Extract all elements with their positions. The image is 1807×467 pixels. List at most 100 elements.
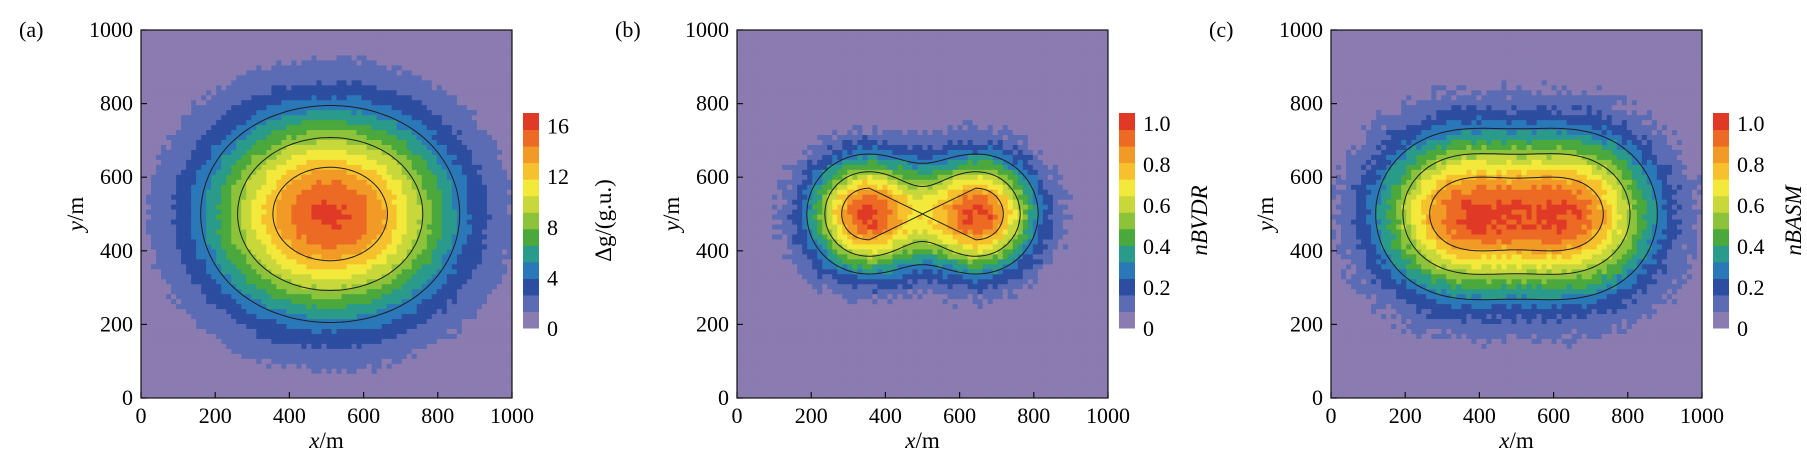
- heatmap-cell: [316, 298, 323, 305]
- heatmap-cell: [366, 328, 373, 334]
- heatmap-cell: [466, 383, 473, 389]
- heatmap-cell: [371, 134, 378, 140]
- heatmap-cell: [421, 248, 428, 255]
- heatmap-cell: [291, 338, 298, 344]
- heatmap-cell: [351, 288, 358, 295]
- heatmap-cell: [491, 383, 498, 389]
- heatmap-cell: [221, 99, 227, 106]
- heatmap-cell: [496, 169, 503, 175]
- heatmap-cell: [276, 59, 282, 66]
- heatmap-cell: [426, 228, 433, 235]
- heatmap-cell: [241, 114, 247, 121]
- heatmap-cell: [201, 293, 207, 300]
- heatmap-cell: [356, 248, 363, 255]
- heatmap-cell: [231, 139, 237, 145]
- heatmap-cell: [196, 109, 202, 116]
- heatmap-cell: [491, 283, 498, 290]
- heatmap-cell: [231, 358, 237, 364]
- heatmap-cell: [506, 333, 512, 339]
- heatmap-cell: [486, 174, 493, 180]
- heatmap-cell: [226, 184, 232, 190]
- heatmap-cell: [431, 109, 438, 116]
- heatmap-cell: [461, 164, 468, 170]
- heatmap-cell: [371, 129, 378, 136]
- heatmap-cell: [371, 293, 378, 300]
- heatmap-cell: [266, 124, 272, 131]
- heatmap-cell: [286, 218, 292, 225]
- heatmap-cell: [471, 268, 478, 275]
- heatmap-cell: [141, 318, 147, 324]
- heatmap-cell: [401, 209, 408, 215]
- heatmap-cell: [491, 209, 498, 215]
- heatmap-cell: [481, 129, 488, 136]
- heatmap-cell: [491, 179, 498, 185]
- heatmap-cell: [456, 154, 463, 160]
- heatmap-cell: [196, 258, 202, 265]
- heatmap-cell: [386, 129, 393, 136]
- heatmap-cell: [331, 149, 338, 155]
- heatmap-cell: [296, 209, 303, 215]
- heatmap-cell: [221, 134, 227, 140]
- heatmap-cell: [346, 338, 353, 344]
- heatmap-cell: [301, 89, 308, 96]
- heatmap-cell: [186, 233, 192, 240]
- heatmap-cell: [151, 89, 157, 96]
- heatmap-cell: [276, 139, 282, 145]
- heatmap-cell: [196, 139, 202, 145]
- heatmap-cell: [311, 298, 318, 305]
- heatmap-cell: [481, 64, 488, 71]
- heatmap-cell: [331, 169, 338, 175]
- heatmap-cell: [466, 288, 473, 295]
- heatmap-cell: [471, 84, 478, 91]
- heatmap-cell: [156, 268, 162, 275]
- heatmap-cell: [191, 94, 197, 101]
- heatmap-cell: [256, 59, 262, 66]
- heatmap-cell: [211, 144, 217, 150]
- heatmap-cell: [146, 79, 152, 86]
- heatmap-cell: [316, 378, 323, 384]
- heatmap-cell: [276, 209, 282, 215]
- heatmap-cell: [271, 114, 277, 121]
- heatmap-cell: [171, 293, 177, 300]
- heatmap-cell: [186, 214, 192, 220]
- heatmap-cell: [376, 238, 383, 245]
- heatmap-cell: [401, 109, 408, 116]
- heatmap-cell: [386, 273, 393, 280]
- heatmap-cell: [206, 149, 212, 155]
- heatmap-cell: [221, 243, 227, 250]
- heatmap-cell: [191, 169, 197, 175]
- heatmap-cell: [441, 214, 448, 220]
- heatmap-cell: [271, 248, 277, 255]
- heatmap-cell: [361, 303, 368, 310]
- heatmap-cell: [451, 159, 458, 165]
- heatmap-cell: [486, 378, 493, 384]
- heatmap-cell: [486, 248, 493, 255]
- heatmap-cell: [191, 209, 197, 215]
- heatmap-cell: [141, 238, 147, 245]
- heatmap-cell: [146, 144, 152, 150]
- heatmap-cell: [331, 323, 338, 329]
- heatmap-cell: [171, 84, 177, 91]
- heatmap-cell: [341, 189, 348, 195]
- heatmap-cell: [316, 263, 323, 270]
- heatmap-cell: [161, 283, 167, 290]
- heatmap-cell: [476, 228, 483, 235]
- heatmap-cell: [451, 293, 458, 300]
- heatmap-cell: [471, 383, 478, 389]
- heatmap-cell: [266, 69, 272, 76]
- heatmap-cell: [171, 353, 177, 359]
- heatmap-cell: [161, 144, 167, 150]
- heatmap-cell: [146, 328, 152, 334]
- heatmap-cell: [461, 373, 468, 379]
- heatmap-cell: [191, 134, 197, 140]
- heatmap-cell: [291, 378, 298, 384]
- heatmap-cell: [181, 303, 187, 310]
- heatmap-cell: [361, 89, 368, 96]
- heatmap-cell: [156, 333, 162, 339]
- heatmap-cell: [481, 338, 488, 344]
- heatmap-cell: [496, 298, 503, 305]
- heatmap-cell: [176, 298, 182, 305]
- heatmap-cell: [291, 303, 298, 310]
- heatmap-cell: [246, 94, 252, 101]
- heatmap-cell: [251, 79, 257, 86]
